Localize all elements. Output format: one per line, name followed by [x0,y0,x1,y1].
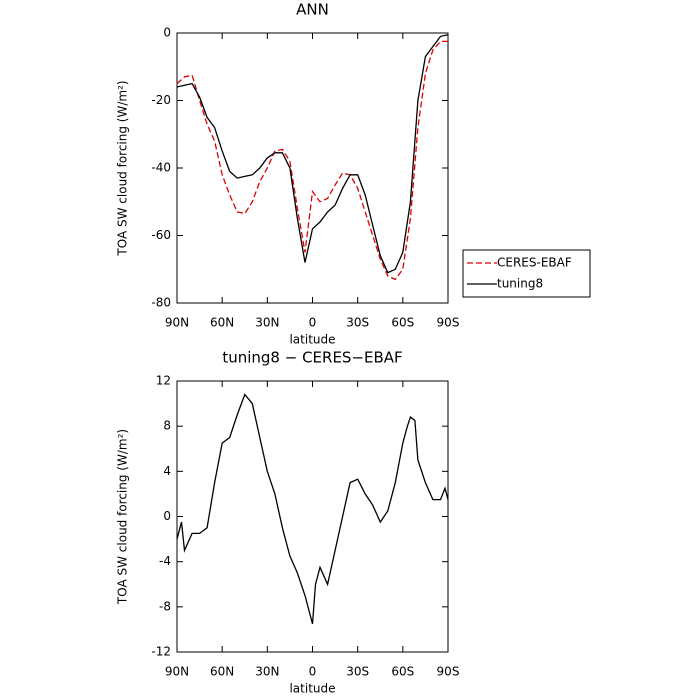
x-axis-label: latitude [289,682,335,696]
x-tick-label: 90S [437,316,460,330]
y-tick-label: 4 [163,464,171,478]
plot-frame [176,32,449,304]
x-tick-label: 60N [210,665,234,679]
y-tick-label: -40 [151,161,171,175]
y-axis-label: TOA SW cloud forcing (W/m²) [116,429,130,605]
x-tick-label: 30N [255,316,279,330]
y-tick-label: -12 [151,645,171,659]
legend-label: CERES-EBAF [497,256,572,270]
x-tick-label: 90S [437,665,460,679]
legend-box [462,249,591,298]
y-tick-label: 0 [163,509,171,523]
y-tick-label: 0 [163,26,171,40]
x-tick-label: 90N [165,316,189,330]
x-tick-label: 30S [346,316,369,330]
x-tick-label: 0 [309,665,317,679]
x-tick-label: 0 [309,316,317,330]
legend-label: tuning8 [497,277,543,291]
x-tick-label: 60S [391,665,414,679]
data-line [176,40,448,281]
chart-title: tuning8 − CERES−EBAF [222,349,402,367]
plot-frame [176,380,449,653]
y-tick-label: -20 [151,93,171,107]
y-tick-label: 12 [156,374,171,388]
x-tick-label: 30N [255,665,279,679]
x-tick-label: 30S [346,665,369,679]
x-tick-label: 60N [210,316,234,330]
x-tick-label: 90N [165,665,189,679]
y-axis-label: TOA SW cloud forcing (W/m²) [116,80,130,256]
y-tick-label: -80 [151,296,171,310]
data-line [176,34,449,274]
y-tick-label: -4 [159,554,171,568]
chart-title: ANN [296,1,329,19]
y-tick-label: -60 [151,228,171,242]
y-tick-label: -8 [159,599,171,613]
y-tick-label: 8 [163,419,171,433]
data-line [176,393,449,624]
x-tick-label: 60S [391,316,414,330]
x-axis-label: latitude [289,333,335,347]
